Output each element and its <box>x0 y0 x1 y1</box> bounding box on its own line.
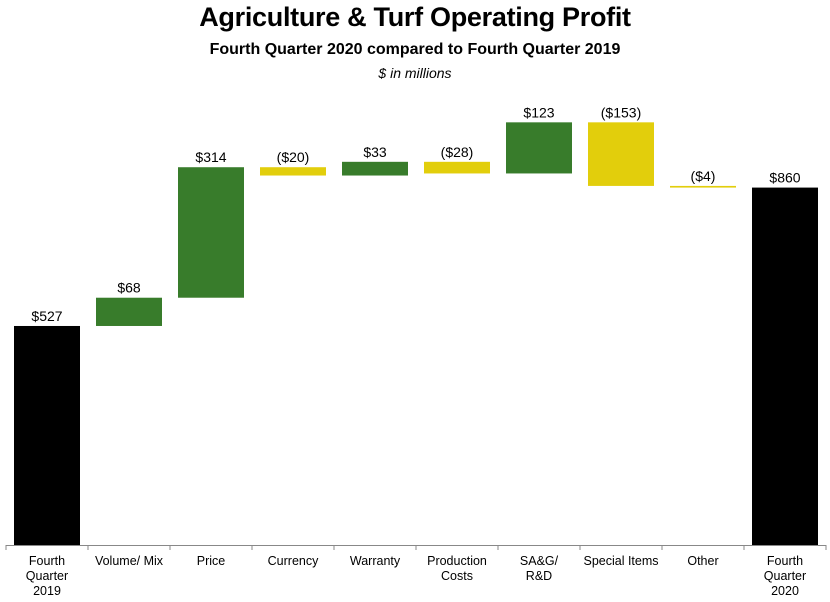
data-label: $123 <box>523 104 554 120</box>
bar-9 <box>752 187 818 546</box>
category-label: Other <box>687 554 718 568</box>
data-label: $68 <box>117 280 141 296</box>
category-label: SA&G/ <box>520 554 559 568</box>
data-label: $860 <box>769 170 800 186</box>
category-label: Fourth <box>29 554 65 568</box>
data-labels-group: $527 $68 $314 ($20) $33 ($28) $123 ($153) ($4) $8… <box>31 104 800 324</box>
data-label: $314 <box>195 149 226 165</box>
bar-0 <box>14 325 80 545</box>
bars-group <box>14 122 818 546</box>
bar-8 <box>670 185 736 188</box>
category-label: Currency <box>268 554 319 568</box>
category-label: Warranty <box>350 554 401 568</box>
category-label: Production <box>427 554 487 568</box>
data-label: ($28) <box>441 144 474 160</box>
category-label: 2019 <box>33 584 61 598</box>
bar-2 <box>178 167 244 298</box>
bar-4 <box>342 161 408 176</box>
bar-6 <box>506 122 572 174</box>
x-axis <box>5 545 827 550</box>
category-label: Volume/ Mix <box>95 554 164 568</box>
data-label: $33 <box>363 144 387 160</box>
chart-title: Agriculture & Turf Operating Profit <box>199 2 631 32</box>
bar-3 <box>260 167 326 176</box>
data-label: ($4) <box>691 168 716 184</box>
category-label: Fourth <box>767 554 803 568</box>
category-label: R&D <box>526 569 552 583</box>
units-label: $ in millions <box>378 65 452 81</box>
data-label: $527 <box>31 308 62 324</box>
category-label: 2020 <box>771 584 799 598</box>
category-label: Costs <box>441 569 473 583</box>
chart-subtitle: Fourth Quarter 2020 compared to Fourth Q… <box>209 41 621 58</box>
bar-7 <box>588 122 654 186</box>
category-label: Quarter <box>764 569 806 583</box>
category-label: Quarter <box>26 569 68 583</box>
data-label: ($20) <box>277 149 310 165</box>
bar-1 <box>96 297 162 326</box>
bar-5 <box>424 161 490 174</box>
category-label: Special Items <box>583 554 658 568</box>
category-label: Price <box>197 554 226 568</box>
data-label: ($153) <box>601 104 641 120</box>
